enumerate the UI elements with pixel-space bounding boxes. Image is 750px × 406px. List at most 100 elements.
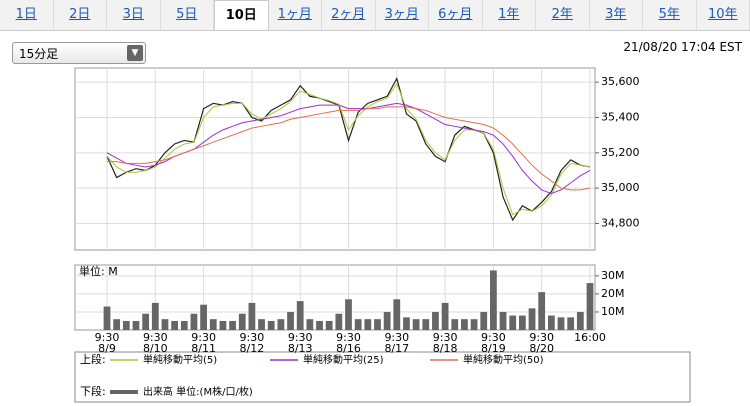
y-tick-label: 20M (601, 287, 625, 300)
volume-bar (190, 313, 198, 330)
volume-bar (354, 319, 362, 330)
x-tick-label: 9:30 (191, 331, 216, 344)
volume-bar (509, 315, 517, 330)
volume-bar (470, 319, 478, 330)
volume-bar (122, 320, 130, 330)
volume-bar (151, 302, 159, 330)
volume-bar (306, 319, 314, 330)
volume-bar (209, 319, 217, 330)
y-tick-label: 35,200 (601, 146, 640, 159)
legend-label: 単純移動平均(5) (143, 353, 217, 366)
volume-bar (480, 311, 488, 330)
volume-bar (403, 317, 410, 330)
x-date-label: 8/16 (336, 342, 361, 355)
x-date-label: 8/9 (98, 342, 116, 355)
tab[interactable]: 5日 (161, 0, 214, 30)
tab[interactable]: 2ヶ月 (322, 0, 376, 30)
volume-bar (180, 320, 188, 330)
x-tick-label: 9:30 (433, 331, 458, 344)
moving-average-line (107, 106, 591, 191)
x-tick-label: 16:00 (574, 331, 606, 344)
volume-bar (258, 319, 265, 330)
volume-bar (538, 292, 546, 330)
x-tick-label: 9:30 (240, 331, 265, 344)
price-line (106, 77, 591, 222)
volume-bar (432, 311, 439, 330)
volume-bar (576, 311, 584, 330)
interval-dropdown[interactable]: 15分足 ▼ (12, 42, 146, 64)
y-tick-label: 30M (601, 269, 625, 282)
price-plot-frame (74, 67, 596, 251)
tab[interactable]: 1ヶ月 (269, 0, 322, 30)
volume-bar (277, 319, 285, 330)
volume-bar (287, 311, 294, 330)
tab[interactable]: 3日 (107, 0, 161, 30)
volume-bar (142, 313, 150, 330)
legend-title: 上段: (80, 352, 106, 366)
x-tick-label: 9:30 (384, 331, 409, 344)
volume-bar (490, 270, 497, 330)
tab[interactable]: 1年 (483, 0, 536, 30)
volume-bar (451, 319, 459, 330)
x-tick-label: 9:30 (481, 331, 506, 344)
volume-bar (161, 319, 169, 330)
y-tick-label: 35,400 (601, 110, 640, 123)
x-tick-label: 9:30 (143, 331, 168, 344)
volume-bar (393, 299, 401, 330)
tab[interactable]: 3ヶ月 (376, 0, 429, 30)
x-date-label: 8/19 (481, 342, 506, 355)
volume-bar (248, 302, 256, 330)
x-tick-label: 9:30 (336, 331, 361, 344)
legend-label: 出来高 単位:(M株/口/枚) (143, 385, 253, 398)
tab[interactable]: 10日 (214, 0, 269, 30)
unit-label: 単位: M (79, 264, 118, 278)
volume-bar (422, 319, 430, 330)
tab[interactable]: 3年 (590, 0, 643, 30)
y-tick-label: 34,800 (601, 216, 640, 229)
timestamp: 21/08/20 17:04 EST (623, 40, 742, 54)
volume-bar (238, 313, 246, 330)
tab-bar: 1日 2日 3日 5日 10日 1ヶ月 2ヶ月 3ヶ月 6ヶ月 1年 2年 3年 5年 10年 (0, 0, 750, 31)
volume-bar (132, 320, 140, 330)
tab[interactable]: 1日 (0, 0, 54, 30)
volume-bar (547, 315, 555, 330)
tab[interactable]: 2日 (54, 0, 107, 30)
tab[interactable]: 2年 (536, 0, 590, 30)
volume-bar (586, 283, 594, 330)
x-date-label: 8/18 (433, 342, 458, 355)
tab[interactable]: 6ヶ月 (429, 0, 483, 30)
volume-bar (383, 311, 391, 330)
x-tick-label: 9:30 (95, 331, 120, 344)
legend-box (74, 351, 691, 403)
volume-bar (528, 308, 536, 330)
dropdown-arrow[interactable]: ▼ (127, 45, 143, 61)
volume-bar (316, 320, 323, 330)
volume-bar (461, 319, 468, 330)
dropdown-label: 15分足 (19, 47, 59, 61)
x-date-label: 8/17 (384, 342, 409, 355)
volume-bar (499, 311, 507, 330)
legend-label: 単純移動平均(50) (463, 353, 544, 366)
volume-bar (441, 302, 449, 330)
volume-bar (229, 320, 236, 330)
y-tick-label: 10M (601, 305, 625, 318)
tab[interactable]: 5年 (643, 0, 697, 30)
volume-bar (567, 317, 575, 330)
volume-bar (113, 319, 121, 330)
volume-bar (267, 320, 275, 330)
volume-bar (518, 315, 526, 330)
x-date-label: 8/12 (240, 342, 265, 355)
volume-bar (345, 299, 352, 330)
volume-bar (335, 313, 343, 330)
y-tick-label: 35,000 (601, 181, 640, 194)
moving-average-line (106, 82, 591, 216)
x-tick-label: 9:30 (529, 331, 554, 344)
volume-bar (200, 304, 207, 330)
legend-title: 下段: (80, 384, 106, 398)
x-date-label: 8/11 (191, 342, 216, 355)
volume-bar (103, 306, 111, 330)
y-tick-label: 35,600 (601, 75, 640, 88)
volume-bar (364, 319, 372, 330)
